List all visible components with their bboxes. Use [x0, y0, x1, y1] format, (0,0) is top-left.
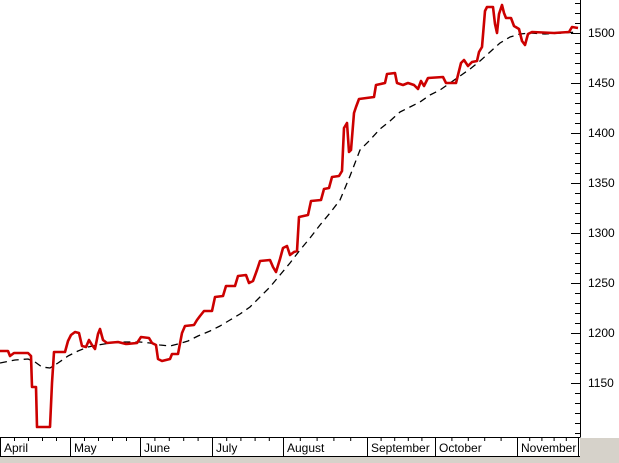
window-chrome-bottom	[0, 457, 619, 463]
month-label: June	[144, 441, 170, 455]
y-tick-label: 1200	[588, 326, 615, 340]
y-tick-label: 1300	[588, 226, 615, 240]
y-tick-label: 1450	[588, 76, 615, 90]
window-chrome-corner	[580, 438, 619, 457]
x-axis: April May June July August September October No…	[0, 437, 580, 457]
month-label: September	[371, 441, 430, 455]
y-axis: 1150 1200 1250 1300 1350 1400 1450 1500	[571, 0, 615, 438]
month-label: October	[439, 441, 482, 455]
y-tick-label: 1150	[588, 376, 614, 390]
plot-area	[0, 3, 579, 429]
month-label: April	[4, 441, 28, 455]
y-tick-label: 1500	[588, 26, 615, 40]
month-label: July	[216, 441, 237, 455]
y-tick-label: 1350	[588, 176, 615, 190]
y-tick-label: 1400	[588, 126, 615, 140]
month-label: November	[521, 441, 576, 455]
month-labels: April May June July August September October No…	[4, 441, 576, 455]
moving-average-line	[0, 31, 579, 369]
price-line	[0, 3, 579, 429]
y-tick-label: 1250	[588, 276, 615, 290]
month-label: August	[287, 441, 325, 455]
month-label: May	[74, 441, 97, 455]
